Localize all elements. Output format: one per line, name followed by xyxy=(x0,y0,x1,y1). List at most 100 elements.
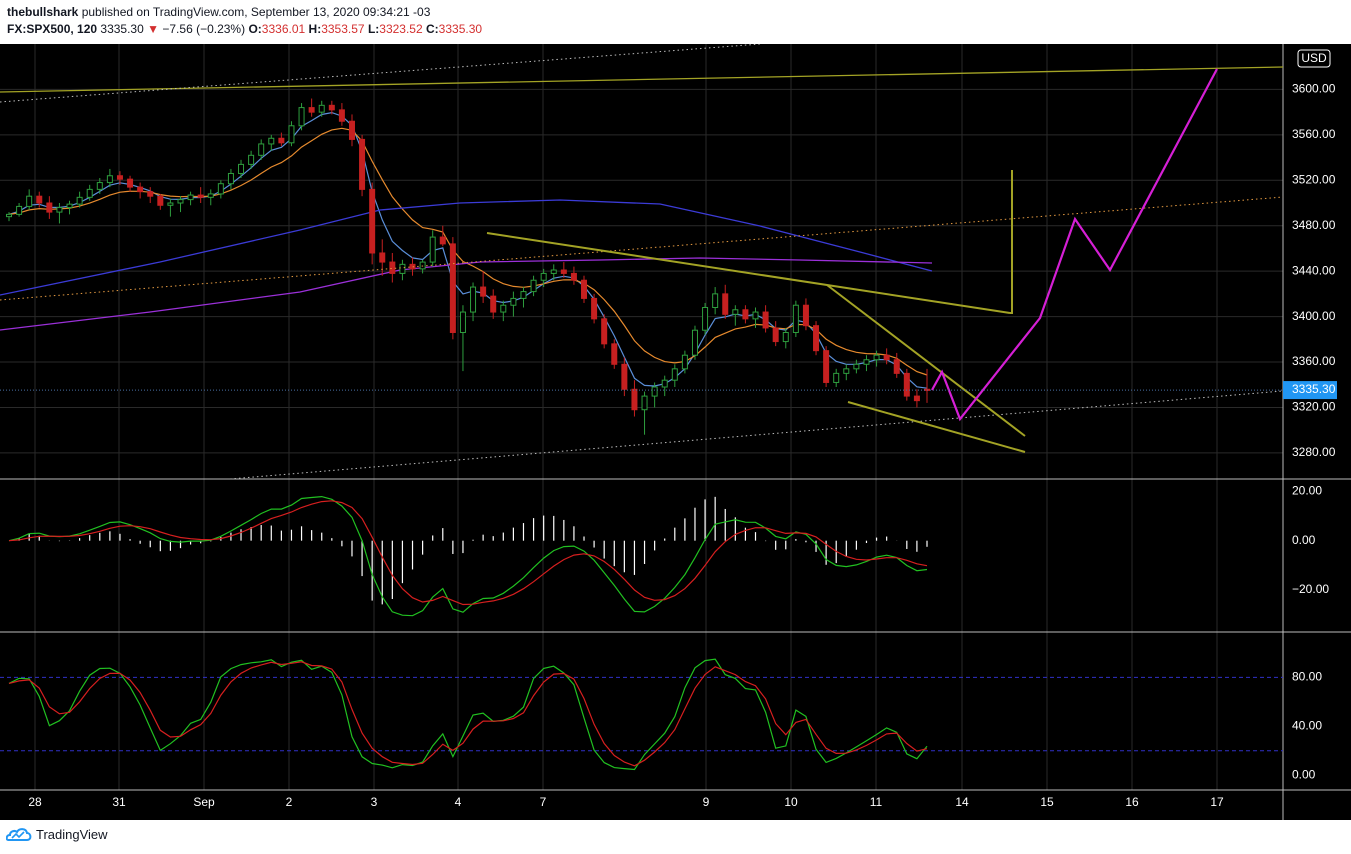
candle-body xyxy=(742,309,749,320)
symbol-info: FX:SPX500, 120 3335.30 ▼ −7.56 (−0.23%) … xyxy=(7,22,482,36)
candle-body xyxy=(318,104,325,113)
tradingview-logo[interactable]: TradingView xyxy=(6,826,108,842)
candle-body xyxy=(137,186,144,193)
wedge-lower-line xyxy=(847,401,1026,453)
publish-date: published on TradingView.com, September … xyxy=(81,5,431,19)
high-label: H: xyxy=(308,22,322,36)
candle-body xyxy=(116,175,123,180)
candle-body xyxy=(167,202,174,206)
candle-body xyxy=(96,182,103,190)
price-tick-label: 3480.00 xyxy=(1292,218,1336,232)
candle-body xyxy=(207,193,214,198)
footer: TradingView xyxy=(0,820,1351,854)
candle-body xyxy=(308,107,315,113)
macd-line xyxy=(8,495,928,617)
author-name[interactable]: thebullshark xyxy=(7,5,79,19)
close-label: C: xyxy=(426,22,439,36)
candle-body xyxy=(177,199,184,204)
chart-header: thebullshark published on TradingView.co… xyxy=(0,0,1351,44)
macd-tick-label: −20.00 xyxy=(1292,582,1329,596)
candle-body xyxy=(833,372,840,383)
candle-body xyxy=(338,109,345,122)
time-tick-label: 14 xyxy=(955,795,969,809)
candle-body xyxy=(500,304,507,313)
candle-body xyxy=(560,269,567,274)
drawing-tools xyxy=(0,44,1284,480)
candle-body xyxy=(298,107,305,127)
candle-body xyxy=(540,272,547,281)
candle-body xyxy=(762,311,769,329)
dotted-channel-bottom xyxy=(229,390,1284,480)
candle-body xyxy=(530,279,537,293)
ema-medium-line xyxy=(8,127,928,376)
candle-body xyxy=(570,272,577,281)
descending-resistance-line xyxy=(486,232,1011,314)
candle-body xyxy=(217,183,224,195)
open-value: 3336.01 xyxy=(261,22,306,36)
candle-body xyxy=(238,163,245,174)
currency-badge xyxy=(1297,49,1331,68)
stoch-tick-label: 0.00 xyxy=(1292,767,1316,781)
price-change: −7.56 (−0.23%) xyxy=(162,22,246,36)
last-price: 3335.30 xyxy=(100,22,144,36)
candle-body xyxy=(591,297,598,320)
candle-body xyxy=(651,386,658,397)
candlestick-series xyxy=(6,98,930,435)
candle-body xyxy=(449,243,456,333)
candle-body xyxy=(601,318,608,345)
candle-body xyxy=(429,236,436,263)
candle-body xyxy=(843,368,850,374)
candle-body xyxy=(631,388,638,411)
candle-body xyxy=(399,263,406,274)
candle-body xyxy=(641,395,648,411)
candle-body xyxy=(611,343,618,365)
candle-body xyxy=(490,295,497,313)
signal-line xyxy=(8,500,928,606)
candle-body xyxy=(823,350,830,383)
time-tick-label: 9 xyxy=(703,795,710,809)
magenta-projection-path xyxy=(931,68,1218,422)
candle-body xyxy=(802,304,809,327)
candle-body xyxy=(621,363,628,390)
candle-body xyxy=(106,175,113,184)
candle-body xyxy=(6,213,12,218)
time-tick-label: 17 xyxy=(1210,795,1224,809)
dotted-channel-top xyxy=(0,44,761,103)
publish-info: thebullshark published on TradingView.co… xyxy=(7,5,430,19)
last-price-badge xyxy=(1283,381,1337,400)
candle-body xyxy=(389,261,396,274)
moving-averages xyxy=(0,111,933,389)
candle-body xyxy=(359,138,366,190)
grid-lines xyxy=(0,44,1351,820)
candle-body xyxy=(16,205,23,215)
time-tick-label: 15 xyxy=(1040,795,1054,809)
orange-dotted-line xyxy=(0,196,1284,301)
high-value: 3353.57 xyxy=(321,22,365,36)
stoch-tick-label: 40.00 xyxy=(1292,718,1322,732)
candle-body xyxy=(702,306,709,331)
time-tick-label: 10 xyxy=(784,795,798,809)
ema-fast-line xyxy=(8,111,928,389)
candle-body xyxy=(520,291,527,299)
candle-body xyxy=(863,359,870,365)
candle-body xyxy=(883,354,890,361)
candle-body xyxy=(873,354,880,361)
candle-body xyxy=(76,196,83,205)
candle-body xyxy=(56,207,63,213)
candle-body xyxy=(147,191,154,197)
stoch-tick-label: 80.00 xyxy=(1292,669,1322,683)
sma-long-line xyxy=(0,257,933,331)
chart-canvas[interactable]: 3600.003560.003520.003480.003440.003400.… xyxy=(0,44,1351,820)
candle-body xyxy=(913,395,920,402)
low-label: L: xyxy=(367,22,380,36)
candle-body xyxy=(46,202,53,213)
candle-body xyxy=(379,252,386,263)
time-tick-label: 4 xyxy=(455,795,462,809)
price-tick-label: 3520.00 xyxy=(1292,172,1336,186)
candle-body xyxy=(369,188,376,254)
candle-body xyxy=(328,104,335,111)
down-arrow-icon: ▼ xyxy=(147,22,160,36)
candle-body xyxy=(439,236,446,245)
candle-body xyxy=(86,188,93,198)
long-trendline xyxy=(0,66,1284,93)
